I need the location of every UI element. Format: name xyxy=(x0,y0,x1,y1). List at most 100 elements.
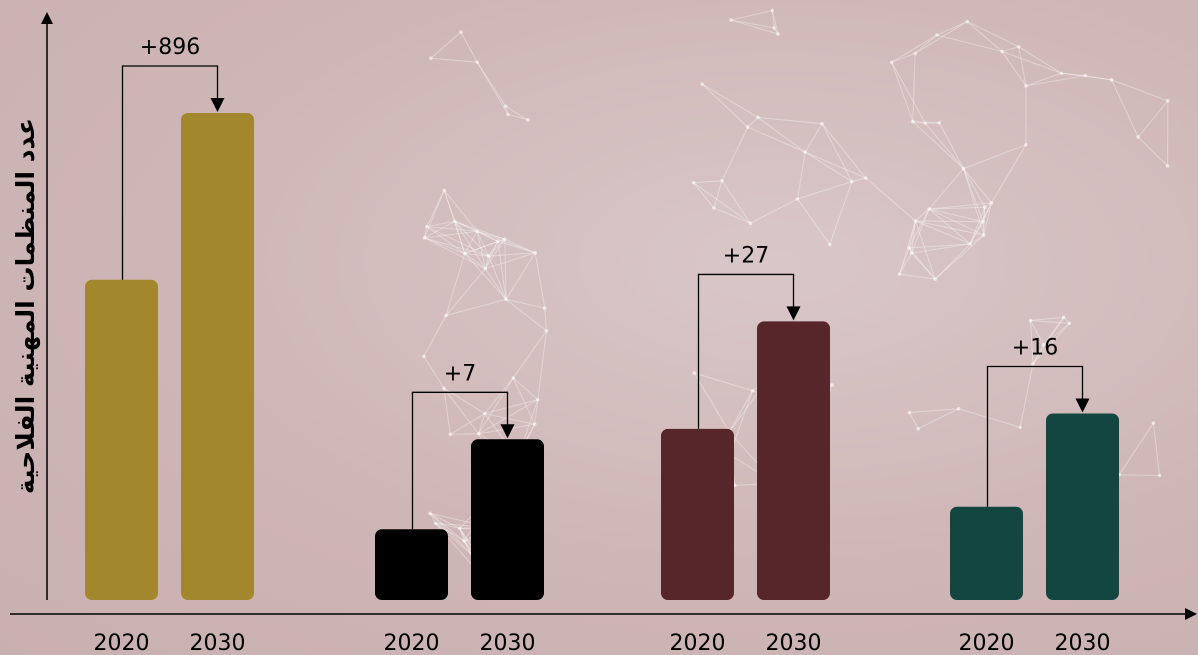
change-bracket-line xyxy=(411,391,509,530)
network-line xyxy=(476,231,490,257)
network-node xyxy=(907,410,912,415)
network-node xyxy=(483,266,488,271)
network-line xyxy=(967,21,1019,48)
bar-4-2030 xyxy=(1046,413,1119,600)
network-node xyxy=(745,125,750,129)
network-node xyxy=(428,56,433,61)
network-line xyxy=(969,221,984,245)
network-line xyxy=(851,177,866,183)
network-line xyxy=(934,243,971,280)
network-node xyxy=(907,246,911,250)
network-node xyxy=(1165,164,1170,168)
network-line xyxy=(454,221,466,254)
network-line xyxy=(969,202,992,245)
network-line xyxy=(909,243,971,249)
network-line xyxy=(928,168,964,210)
network-line xyxy=(512,377,536,425)
network-line xyxy=(934,234,985,280)
network-line xyxy=(914,34,938,54)
network-node xyxy=(1024,142,1028,147)
network-node xyxy=(475,60,480,65)
network-line xyxy=(477,230,505,240)
network-node xyxy=(795,197,800,201)
network-node xyxy=(503,104,508,109)
network-line xyxy=(1043,317,1065,346)
network-line xyxy=(891,62,914,122)
network-node xyxy=(712,206,716,210)
network-line xyxy=(505,298,545,309)
network-line xyxy=(1001,51,1027,87)
network-line xyxy=(443,388,451,435)
x-tick-label: 2020 xyxy=(384,631,440,655)
change-label: +7 xyxy=(444,361,476,386)
network-node xyxy=(1136,135,1140,139)
network-line xyxy=(464,253,507,300)
network-line xyxy=(544,308,547,331)
bar-1-2030 xyxy=(181,113,254,600)
network-node xyxy=(1061,315,1066,320)
network-node xyxy=(1109,78,1114,82)
network-node xyxy=(700,82,704,86)
network-line xyxy=(928,208,971,245)
change-label: +896 xyxy=(140,35,200,60)
network-line xyxy=(914,220,936,280)
network-line xyxy=(891,62,926,124)
network-line xyxy=(1061,72,1086,77)
change-label: +27 xyxy=(723,243,769,268)
network-line xyxy=(1029,320,1034,364)
network-line xyxy=(929,206,985,210)
network-line xyxy=(908,247,936,280)
network-line xyxy=(464,253,486,270)
network-node xyxy=(750,388,755,393)
network-node xyxy=(433,521,438,526)
network-line xyxy=(454,220,505,240)
network-node xyxy=(937,121,942,125)
network-line xyxy=(915,208,930,222)
change-brackets: +896 +7 +27 +16 xyxy=(121,35,1090,530)
network-node xyxy=(889,60,894,65)
network-line xyxy=(450,433,479,435)
network-line xyxy=(899,247,910,275)
network-line xyxy=(443,190,466,254)
network-line xyxy=(1119,474,1160,477)
network-line xyxy=(936,21,968,36)
change-bracket-line xyxy=(121,65,219,280)
network-node xyxy=(482,411,487,416)
network-line xyxy=(982,221,985,236)
network-line xyxy=(701,83,759,118)
network-node xyxy=(1028,318,1033,323)
network-node xyxy=(506,112,510,117)
network-line xyxy=(507,113,529,121)
x-tick-label: 2030 xyxy=(480,631,536,655)
network-node xyxy=(448,432,453,437)
network-line xyxy=(497,240,536,254)
network-node xyxy=(1067,321,1072,326)
network-line xyxy=(484,377,514,414)
network-line xyxy=(730,19,779,35)
network-node xyxy=(1031,362,1035,366)
x-tick-label: 2030 xyxy=(190,631,246,655)
network-line xyxy=(1111,79,1139,138)
network-line xyxy=(693,180,723,184)
network-line xyxy=(429,513,465,542)
network-line xyxy=(454,220,478,232)
network-node xyxy=(1024,84,1028,88)
network-line xyxy=(982,202,992,222)
network-node xyxy=(1000,49,1004,54)
network-line xyxy=(911,208,930,254)
network-line xyxy=(938,122,964,169)
network-node xyxy=(927,207,931,211)
network-line xyxy=(757,116,823,125)
network-line xyxy=(963,144,1027,170)
network-line xyxy=(908,412,919,429)
network-line xyxy=(426,226,466,254)
network-line xyxy=(963,168,985,236)
network-line xyxy=(504,239,507,300)
x-tick-labels: 2020 2030 2020 2030 2020 2030 2020 2030 xyxy=(94,631,1111,655)
network-line xyxy=(694,372,753,392)
network-node xyxy=(544,328,549,333)
network-line xyxy=(476,61,509,115)
network-node xyxy=(1018,425,1022,430)
